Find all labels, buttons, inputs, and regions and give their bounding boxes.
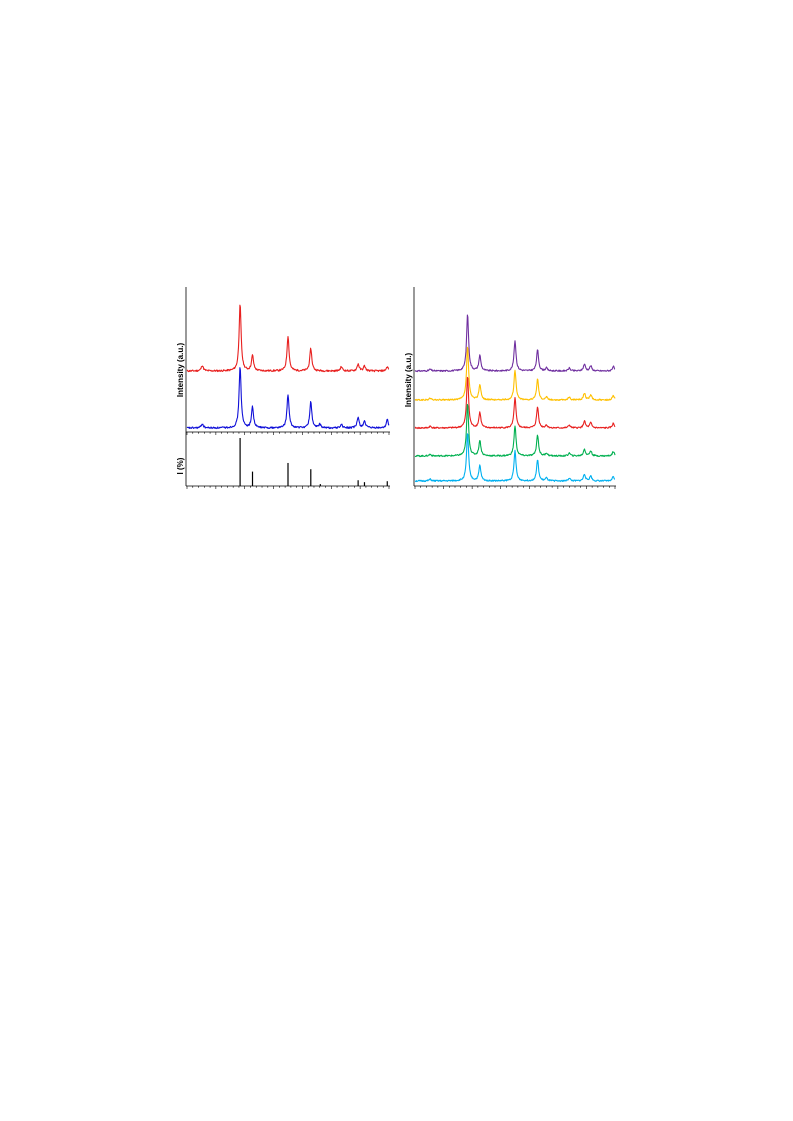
left-top-x-ticks <box>186 432 390 435</box>
left-top-series-2 <box>186 367 390 430</box>
right-series-3 <box>414 376 616 430</box>
left-panel: Intensity (a.u.) I (%) <box>176 287 390 489</box>
right-series-5 <box>414 433 616 483</box>
left-top-plot: Intensity (a.u.) <box>176 287 390 435</box>
left-bottom-y-axis-title: I (%) <box>176 457 185 474</box>
right-y-axis-title: Intensity (a.u.) <box>404 353 413 408</box>
left-bottom-x-ticks <box>186 486 390 489</box>
right-panel: Intensity (a.u.) <box>404 287 616 489</box>
right-series-1 <box>414 314 616 373</box>
left-top-series <box>186 304 390 430</box>
left-top-series-1 <box>186 304 390 373</box>
left-top-y-axis-title: Intensity (a.u.) <box>176 343 185 398</box>
right-x-ticks <box>414 486 616 489</box>
right-series-2 <box>414 346 616 402</box>
right-series <box>414 314 616 483</box>
left-bottom-reference-bars <box>239 438 388 486</box>
right-series-4 <box>414 403 616 458</box>
left-bottom-plot: I (%) <box>176 432 390 489</box>
